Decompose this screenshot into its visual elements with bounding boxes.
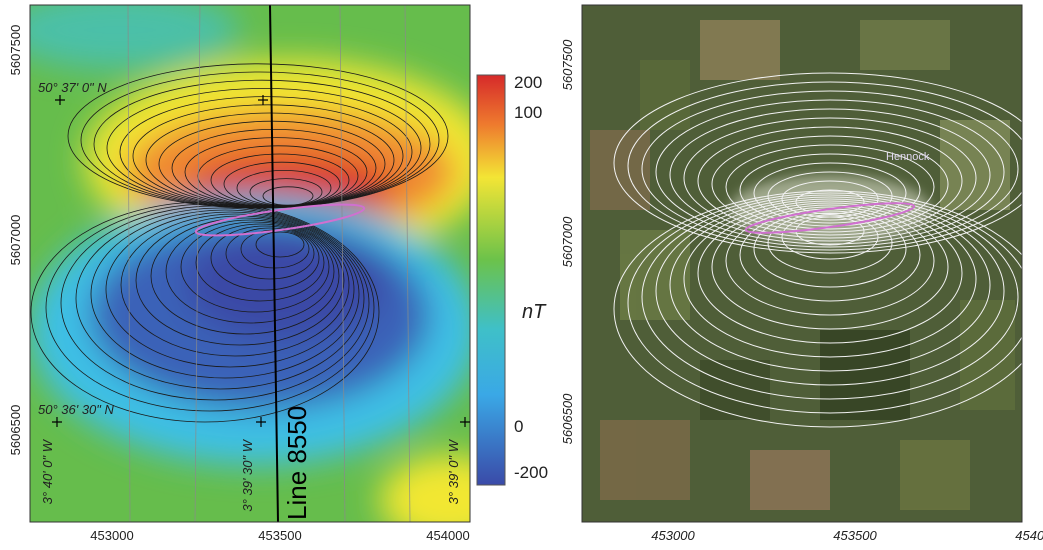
colorbar-label: 100 bbox=[514, 103, 542, 122]
latitude-label: 50° 37' 0" N bbox=[38, 80, 107, 95]
longitude-label: 3° 40' 0" W bbox=[40, 438, 55, 504]
colorbar-label: 0 bbox=[514, 417, 523, 436]
y-tick-label: 5606500 bbox=[8, 405, 23, 456]
x-tick-label: 453500 bbox=[258, 528, 301, 543]
x-tick-label: 453500 bbox=[833, 528, 877, 543]
x-tick-label: 454000 bbox=[1015, 528, 1043, 543]
y-tick-label: 5607000 bbox=[8, 215, 23, 266]
colorbar-label: -200 bbox=[514, 463, 548, 482]
y-tick-label: 5607500 bbox=[560, 39, 575, 90]
x-tick-label: 453000 bbox=[90, 528, 133, 543]
colorbar bbox=[477, 75, 505, 485]
x-tick-label: 453000 bbox=[651, 528, 695, 543]
colorbar-unit: nT bbox=[522, 301, 547, 323]
place-label: Hennock bbox=[886, 151, 930, 163]
longitude-label: 3° 39' 0" W bbox=[446, 438, 461, 504]
y-tick-label: 5607500 bbox=[8, 25, 23, 76]
line-label: Line 8550 bbox=[282, 406, 312, 520]
x-tick-label: 454000 bbox=[426, 528, 469, 543]
latitude-label: 50° 36' 30" N bbox=[38, 402, 115, 417]
y-tick-label: 5607000 bbox=[560, 216, 575, 267]
figure: 453000 453500 454000 5607500 5607000 5606500 5… bbox=[0, 0, 1043, 545]
longitude-label: 3° 39' 30" W bbox=[240, 438, 255, 511]
colorbar-label: 200 bbox=[514, 73, 542, 92]
y-tick-label: 5606500 bbox=[560, 393, 575, 444]
aerial-map bbox=[582, 5, 1043, 522]
